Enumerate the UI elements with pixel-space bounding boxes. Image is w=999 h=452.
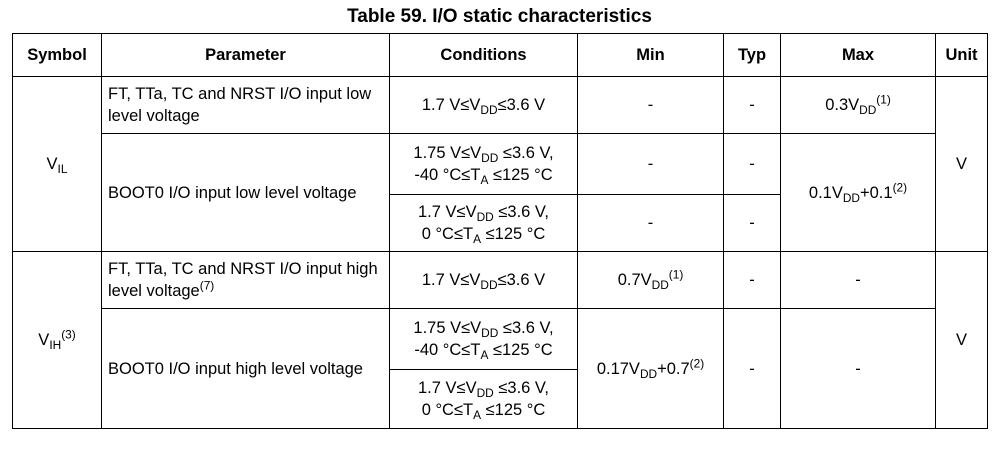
max-cell: - <box>780 251 936 309</box>
io-static-characteristics-table: Symbol Parameter Conditions Min Typ Max … <box>12 33 988 429</box>
table-row: BOOT0 I/O input high level voltage 1.75 … <box>13 308 988 429</box>
symbol-vih: VIH(3) <box>12 251 102 429</box>
table-row: BOOT0 I/O input low level voltage 1.75 V… <box>13 133 988 252</box>
conditions-cell: 1.7 V≤VDD≤3.6 V <box>389 251 578 309</box>
header-unit: Unit <box>935 33 988 77</box>
header-symbol: Symbol <box>12 33 102 77</box>
typ-cell: - <box>723 194 781 252</box>
header-max: Max <box>780 33 936 77</box>
min-cell: - <box>577 76 724 134</box>
max-cell: 0.1VDD+0.1(2) <box>780 133 936 252</box>
min-cell: - <box>577 194 724 252</box>
table-row: VIH(3) FT, TTa, TC and NRST I/O input hi… <box>12 251 988 429</box>
symbol-vil: VIL <box>12 76 102 252</box>
min-cell: - <box>577 133 724 195</box>
header-row: Symbol Parameter Conditions Min Typ Max … <box>12 33 988 77</box>
table-row: VIL FT, TTa, TC and NRST I/O input low l… <box>12 76 988 252</box>
table-caption: Table 59. I/O static characteristics <box>347 6 652 27</box>
typ-cell: - <box>723 251 781 309</box>
unit-cell-vih: V <box>935 251 988 429</box>
header-conditions: Conditions <box>389 33 578 77</box>
header-min: Min <box>577 33 724 77</box>
min-cell: 0.17VDD+0.7(2) <box>577 308 724 429</box>
parameter-cell: BOOT0 I/O input low level voltage <box>101 133 390 252</box>
conditions-cell: 1.75 V≤VDD ≤3.6 V, -40 °C≤TA ≤125 °C <box>389 133 578 195</box>
parameter-cell: FT, TTa, TC and NRST I/O input high leve… <box>101 251 390 309</box>
min-cell: 0.7VDD(1) <box>577 251 724 309</box>
typ-cell: - <box>723 76 781 134</box>
parameter-cell: FT, TTa, TC and NRST I/O input low level… <box>101 76 390 134</box>
conditions-cell: 1.7 V≤VDD ≤3.6 V, 0 °C≤TA ≤125 °C <box>389 194 578 252</box>
max-cell: 0.3VDD(1) <box>780 76 936 134</box>
header-typ: Typ <box>723 33 781 77</box>
conditions-cell: 1.7 V≤VDD≤3.6 V <box>389 76 578 134</box>
table-row: 1.7 V≤VDD ≤3.6 V, 0 °C≤TA ≤125 °C <box>13 369 988 429</box>
conditions-cell: 1.7 V≤VDD ≤3.6 V, 0 °C≤TA ≤125 °C <box>389 369 578 429</box>
typ-cell: - <box>723 308 781 429</box>
parameter-cell: BOOT0 I/O input high level voltage <box>101 308 390 429</box>
header-parameter: Parameter <box>101 33 390 77</box>
typ-cell: - <box>723 133 781 195</box>
conditions-cell: 1.75 V≤VDD ≤3.6 V, -40 °C≤TA ≤125 °C <box>389 308 578 370</box>
unit-cell-vil: V <box>935 76 988 252</box>
max-cell: - <box>780 308 936 429</box>
